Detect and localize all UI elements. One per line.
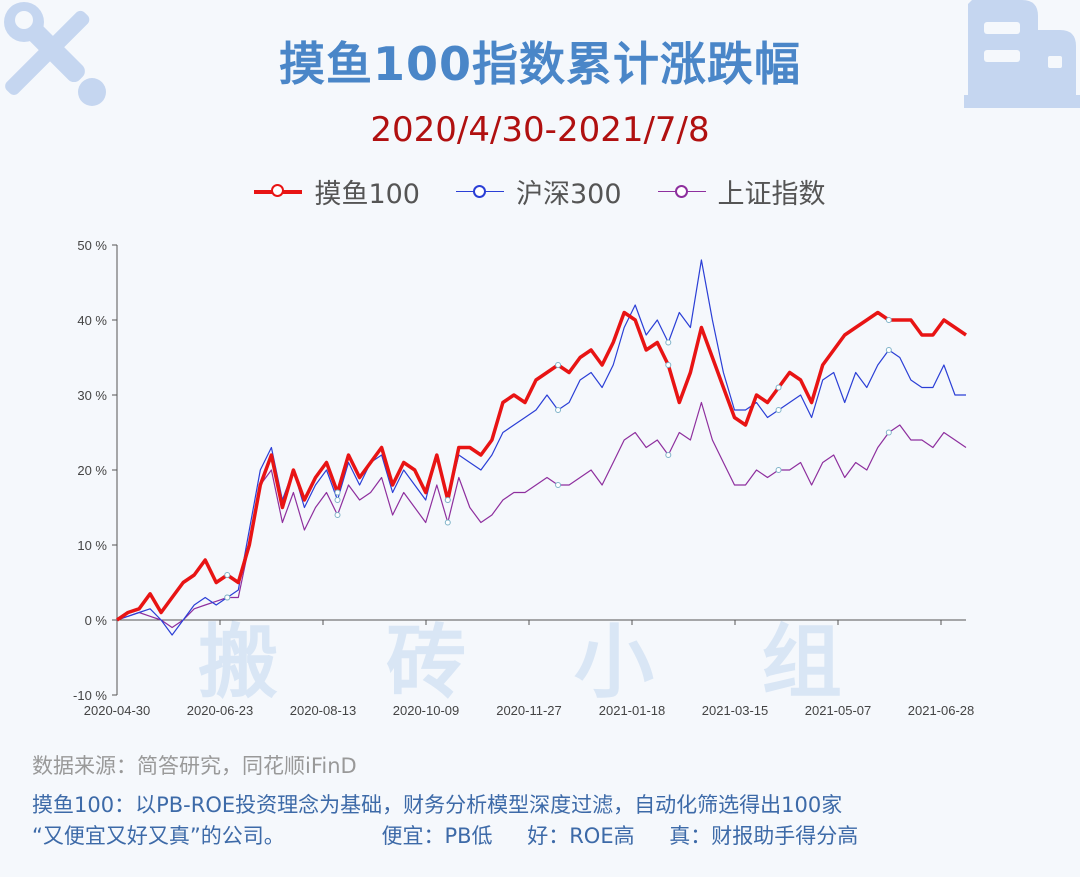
- legend-item-moyu100[interactable]: 摸鱼100: [254, 172, 420, 211]
- x-tick-label: 2020-11-27: [496, 703, 562, 718]
- y-tick-label: 40 %: [77, 313, 107, 328]
- data-point-marker: [665, 339, 672, 346]
- legend-swatch-moyu100: [254, 183, 303, 197]
- legend-swatch-hs300: [456, 184, 504, 198]
- data-point-marker: [555, 362, 562, 368]
- desc-cheap: 便宜：PB低: [381, 824, 493, 848]
- data-point-marker: [775, 407, 782, 413]
- data-source: 数据来源：简答研究，同花顺iFinD: [32, 754, 357, 778]
- chart-subtitle: 2020/4/30-2021/7/8: [370, 110, 710, 150]
- data-point-marker: [334, 512, 341, 518]
- data-point-marker: [224, 572, 231, 578]
- data-point-marker: [885, 347, 892, 353]
- series-lines: [116, 259, 967, 636]
- chart-legend: 摸鱼100 沪深300 上证指数: [0, 172, 1080, 211]
- y-tick-label: 0 %: [85, 613, 108, 628]
- desc-quote: “又便宜又好又真”的公司。: [32, 824, 285, 848]
- data-point-marker: [555, 407, 562, 413]
- data-point-marker: [885, 429, 892, 436]
- data-point-marker: [334, 489, 341, 496]
- x-tick-label: 2021-06-28: [908, 703, 975, 718]
- wrench-screwdriver-icon: [4, 2, 106, 106]
- data-point-marker: [775, 384, 782, 391]
- legend-label: 摸鱼100: [314, 179, 420, 210]
- x-tick-label: 2020-08-13: [290, 703, 357, 718]
- desc-good: 好：ROE高: [527, 824, 635, 848]
- data-point-marker: [444, 497, 451, 503]
- watermark: 搬 砖 小 组: [198, 616, 882, 709]
- line-chart: 搬 砖 小 组 50 %40 %30 %20 %10 %0 %-10 %2020…: [73, 238, 974, 718]
- data-point-marker: [885, 317, 892, 323]
- x-tick-label: 2020-06-23: [187, 703, 254, 718]
- data-point-marker: [665, 452, 672, 458]
- building-icon: [964, 0, 1080, 108]
- data-point-marker: [665, 362, 672, 368]
- series-line-moyu100: [116, 310, 967, 622]
- legend-swatch-sse: [657, 184, 706, 198]
- desc-true: 真：财报助手得分高: [669, 824, 859, 848]
- series-line-hs300: [116, 259, 966, 636]
- y-tick-label: 10 %: [77, 538, 107, 553]
- legend-label: 上证指数: [717, 179, 826, 210]
- x-tick-label: 2021-05-07: [805, 703, 872, 718]
- axes: 50 % 40 % 30 % 20 % 10 % 0 % -10 %2020-04-30 20…: [73, 238, 974, 718]
- x-tick-label: 2020-10-09: [393, 703, 460, 718]
- series-line-sse: [116, 401, 967, 629]
- y-tick-label: 50 %: [77, 238, 107, 253]
- description-line-1: 摸鱼100：以PB-ROE投资理念为基础，财务分析模型深度过滤，自动化筛选得出1…: [32, 793, 843, 817]
- data-point-marker: [555, 482, 562, 488]
- x-tick-label: 2021-01-18: [599, 703, 666, 718]
- x-tick-label: 2021-03-15: [702, 703, 769, 718]
- description-line-2: “又便宜又好又真”的公司。 便宜：PB低 好：ROE高 真：财报助手得分高: [32, 820, 886, 850]
- legend-item-hs300[interactable]: 沪深300: [456, 172, 622, 211]
- data-point-marker: [224, 594, 231, 601]
- data-point-marker: [775, 467, 782, 473]
- y-tick-label: 30 %: [77, 388, 107, 403]
- y-tick-label: -10 %: [73, 688, 107, 703]
- data-point-marker: [334, 497, 341, 503]
- chart-title: 摸鱼100指数累计涨跌幅: [278, 37, 802, 91]
- y-tick-label: 20 %: [77, 463, 107, 478]
- data-point-marker: [444, 519, 451, 526]
- x-tick-label: 2020-04-30: [84, 703, 151, 718]
- legend-label: 沪深300: [516, 179, 622, 210]
- legend-item-sse[interactable]: 上证指数: [657, 172, 826, 211]
